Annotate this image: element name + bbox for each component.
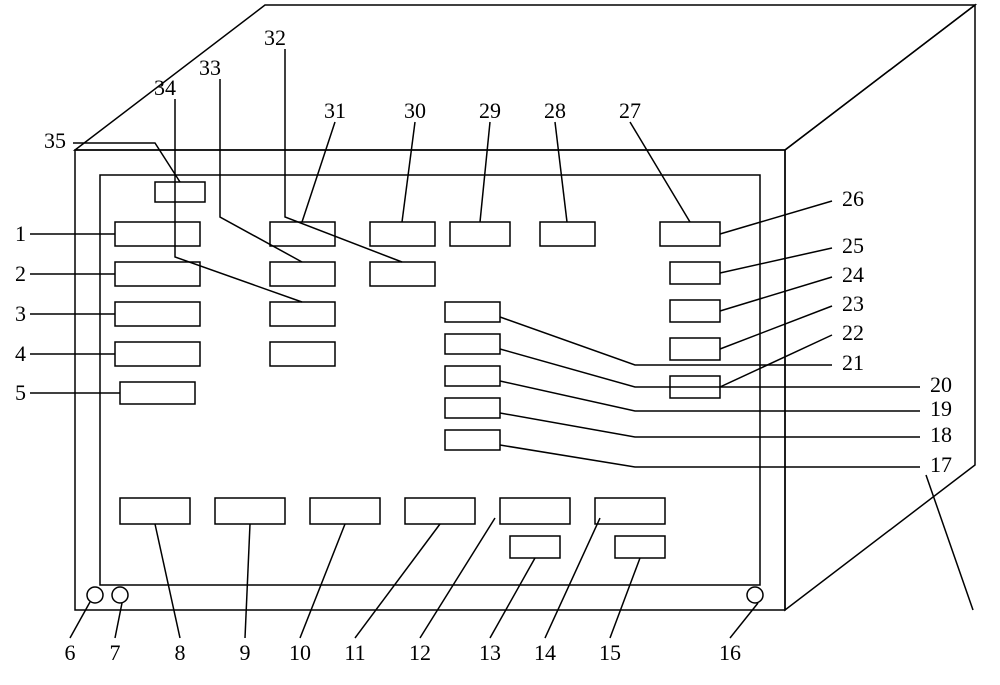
label-18: 18 xyxy=(930,422,952,447)
component-m21 xyxy=(445,430,500,450)
hole-c16 xyxy=(747,587,763,603)
component-r35 xyxy=(155,182,205,202)
leader-17 xyxy=(500,445,920,467)
leader-26 xyxy=(720,201,832,234)
component-r5 xyxy=(120,382,195,404)
leader-34 xyxy=(175,99,302,302)
leader-25 xyxy=(720,248,832,273)
component-b9 xyxy=(215,498,285,524)
leader-6 xyxy=(70,602,90,638)
leader-15 xyxy=(610,558,640,638)
component-m19 xyxy=(445,366,500,386)
leader-10 xyxy=(300,524,345,638)
leader-7 xyxy=(115,603,122,638)
component-c24 xyxy=(670,300,720,322)
hole-c7 xyxy=(112,587,128,603)
component-c32 xyxy=(370,262,435,286)
label-27: 27 xyxy=(619,98,641,123)
component-c25 xyxy=(670,262,720,284)
component-b8 xyxy=(120,498,190,524)
label-17: 17 xyxy=(930,452,952,477)
hole-c6 xyxy=(87,587,103,603)
component-c28 xyxy=(540,222,595,246)
component-b10 xyxy=(310,498,380,524)
label-3: 3 xyxy=(15,301,26,326)
component-c30 xyxy=(370,222,435,246)
label-8: 8 xyxy=(175,640,186,665)
label-35: 35 xyxy=(44,128,66,153)
label-20: 20 xyxy=(930,372,952,397)
leader-16 xyxy=(730,603,758,638)
label-7: 7 xyxy=(110,640,121,665)
leader-30 xyxy=(402,122,415,222)
component-m18 xyxy=(445,334,500,354)
label-16: 16 xyxy=(719,640,741,665)
label-15: 15 xyxy=(599,640,621,665)
component-b11 xyxy=(405,498,475,524)
leader-28 xyxy=(555,122,567,222)
front-face xyxy=(75,150,785,610)
label-32: 32 xyxy=(264,25,286,50)
component-r4 xyxy=(115,342,200,366)
component-b15 xyxy=(615,536,665,558)
label-4: 4 xyxy=(15,341,26,366)
component-b13 xyxy=(510,536,560,558)
label-28: 28 xyxy=(544,98,566,123)
label-2: 2 xyxy=(15,261,26,286)
label-22: 22 xyxy=(842,320,864,345)
label-23: 23 xyxy=(842,291,864,316)
leader-29 xyxy=(480,122,490,222)
label-13: 13 xyxy=(479,640,501,665)
leader-19 xyxy=(500,381,920,411)
component-c_extra xyxy=(270,342,335,366)
leader-18 xyxy=(500,413,920,437)
leader-27 xyxy=(630,122,690,222)
leader-9 xyxy=(245,524,250,638)
label-1: 1 xyxy=(15,221,26,246)
label-30: 30 xyxy=(404,98,426,123)
label-6: 6 xyxy=(65,640,76,665)
leader-13 xyxy=(490,558,535,638)
component-c23 xyxy=(670,338,720,360)
label-21: 21 xyxy=(842,350,864,375)
component-c31 xyxy=(270,222,335,246)
label-24: 24 xyxy=(842,262,864,287)
component-c34 xyxy=(270,302,335,326)
label-11: 11 xyxy=(344,640,365,665)
label-14: 14 xyxy=(534,640,556,665)
component-c29 xyxy=(450,222,510,246)
label-33: 33 xyxy=(199,55,221,80)
component-c27 xyxy=(660,222,720,246)
right-face xyxy=(785,5,975,610)
component-m20 xyxy=(445,398,500,418)
label-34: 34 xyxy=(154,75,176,100)
label-31: 31 xyxy=(324,98,346,123)
leader-35 xyxy=(73,143,180,182)
component-r3 xyxy=(115,302,200,326)
label-29: 29 xyxy=(479,98,501,123)
leader-32 xyxy=(285,49,402,262)
label-10: 10 xyxy=(289,640,311,665)
label-5: 5 xyxy=(15,380,26,405)
leader-33 xyxy=(220,79,302,262)
leader-17b xyxy=(926,475,973,610)
label-9: 9 xyxy=(240,640,251,665)
leader-11 xyxy=(355,524,440,638)
component-b14 xyxy=(595,498,665,524)
leader-24 xyxy=(720,277,832,311)
leader-8 xyxy=(155,524,180,638)
label-19: 19 xyxy=(930,396,952,421)
diagram-root: 1234567891011121314151621201918172223242… xyxy=(0,0,1000,685)
component-m17 xyxy=(445,302,500,322)
label-25: 25 xyxy=(842,233,864,258)
component-b12 xyxy=(500,498,570,524)
label-12: 12 xyxy=(409,640,431,665)
component-r1 xyxy=(115,222,200,246)
label-26: 26 xyxy=(842,186,864,211)
component-c33 xyxy=(270,262,335,286)
component-r2 xyxy=(115,262,200,286)
leader-31 xyxy=(302,122,335,222)
